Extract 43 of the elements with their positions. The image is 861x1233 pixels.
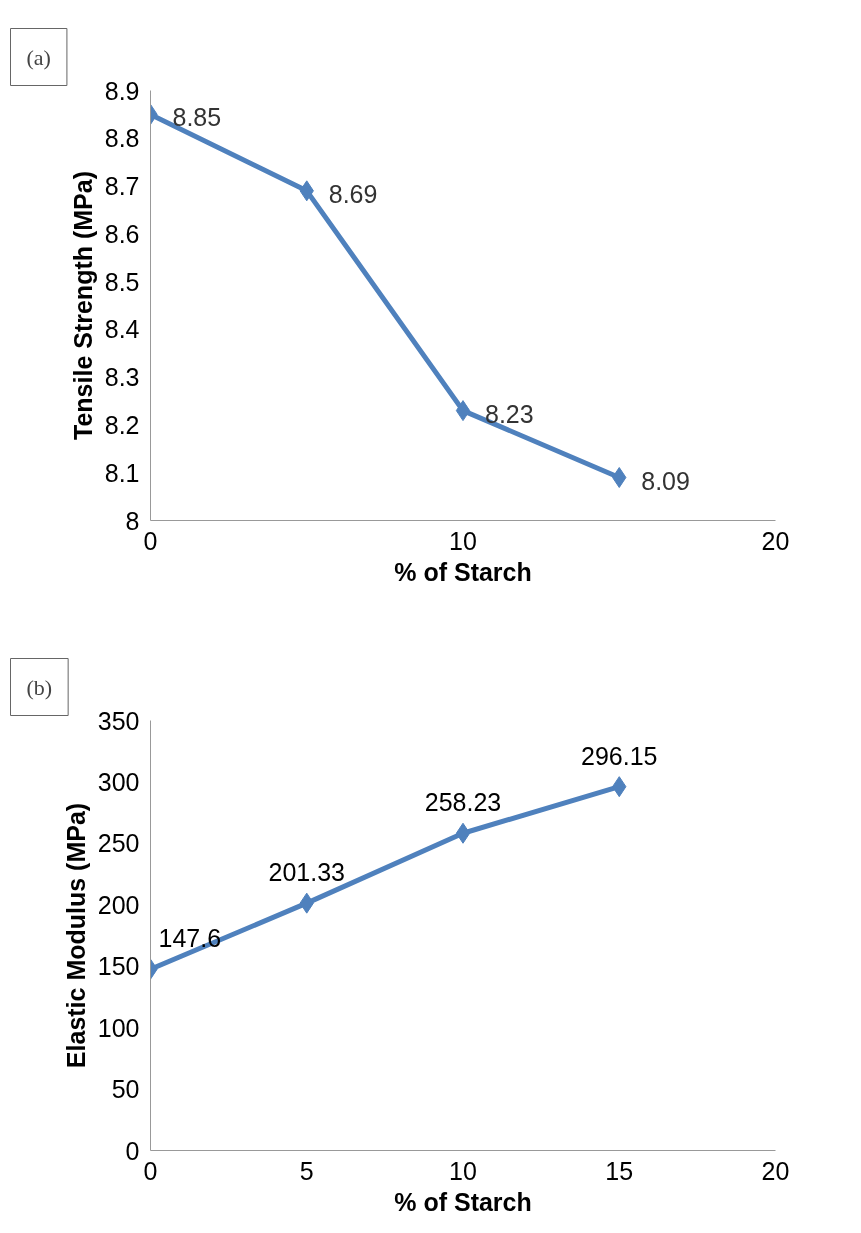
y-tick-label: 8.8 (104, 124, 140, 153)
data-label: 147.6 (158, 924, 222, 953)
y-axis-title: Elastic Modulus (MPa) (61, 802, 90, 1069)
x-tick-label: 20 (761, 1156, 790, 1185)
x-tick-label: 0 (143, 526, 158, 555)
x-tick-label: 0 (143, 1156, 158, 1185)
text: (b) (26, 674, 53, 700)
y-tick-label: 8.6 (104, 219, 140, 248)
text: (a) (26, 44, 51, 70)
y-tick-label: 8.7 (104, 172, 140, 201)
x-axis-title: % of Starch (394, 557, 532, 586)
y-tick-label: 200 (97, 890, 140, 919)
x-axis-title: % of Starch (394, 1187, 532, 1216)
data-label: 201.33 (268, 858, 345, 887)
y-tick-label: 8.9 (104, 76, 140, 105)
x-tick-label: 20 (761, 526, 790, 555)
y-tick-label: 50 (111, 1075, 140, 1104)
y-tick-label: 8.5 (104, 267, 140, 296)
y-tick-label: 8 (125, 506, 140, 535)
point (455, 400, 471, 422)
data-label: 8.69 (328, 179, 378, 208)
x-tick-label: 10 (449, 1156, 477, 1185)
y-tick-label: 8.3 (104, 363, 140, 392)
y-tick-label: 8.1 (104, 458, 140, 487)
point (455, 822, 471, 844)
data-label: 8.09 (641, 466, 690, 495)
y-tick-label: 0 (125, 1136, 140, 1165)
data-label: 8.85 (172, 103, 222, 132)
x-tick-label: 15 (605, 1156, 634, 1185)
y-tick-label: 350 (97, 706, 140, 735)
y-tick-label: 250 (97, 829, 140, 858)
y-tick-label: 100 (97, 1013, 140, 1042)
x-tick-label: 5 (299, 1156, 314, 1185)
y-tick-label: 150 (97, 952, 140, 981)
point (612, 467, 627, 488)
y-tick-label: 8.2 (104, 410, 140, 439)
y-axis-title: Tensile Strength (MPa) (68, 170, 97, 440)
data-label: 258.23 (424, 788, 502, 817)
y-tick-label: 300 (97, 767, 140, 796)
data-label: 8.23 (485, 399, 534, 428)
y-tick-label: 8.4 (104, 315, 140, 344)
x-tick-label: 10 (449, 526, 477, 555)
data-label: 296.15 (581, 741, 658, 770)
